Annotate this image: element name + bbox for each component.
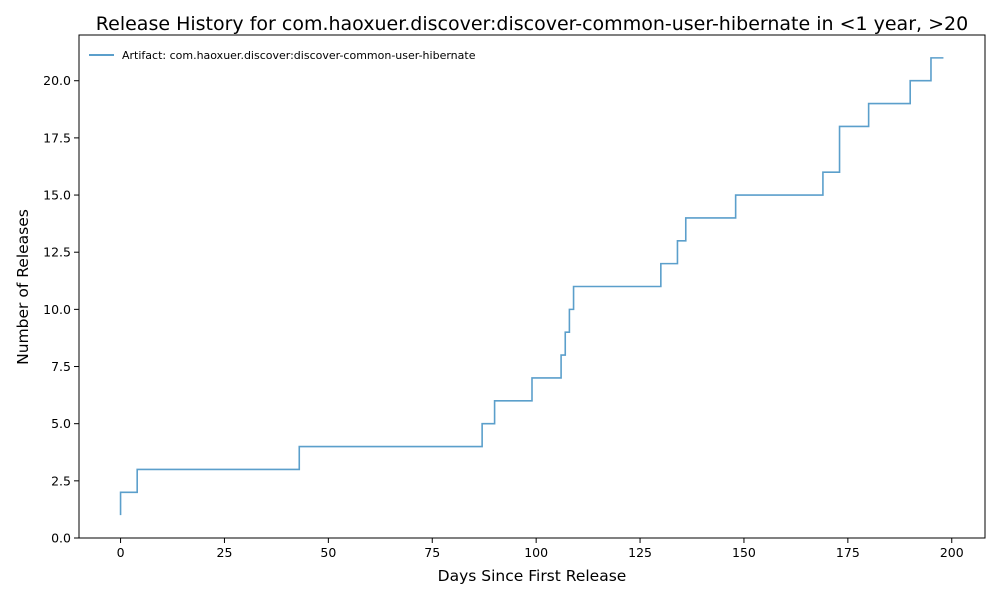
series-line-0 (119, 57, 944, 516)
x-tick-label: 25 (217, 545, 233, 560)
y-tick-label: 17.5 (43, 130, 71, 145)
chart-title: Release History for com.haoxuer.discover… (96, 13, 968, 35)
plot-frame (78, 34, 986, 539)
y-tick-label: 12.5 (43, 245, 71, 260)
x-tick-label: 100 (524, 545, 548, 560)
y-axis-label: Number of Releases (14, 209, 32, 365)
plot-area (78, 34, 986, 539)
x-tick-label: 50 (320, 545, 336, 560)
y-tick-label: 20.0 (43, 73, 71, 88)
x-tick-label: 175 (836, 545, 860, 560)
legend: Artifact: com.haoxuer.discover:discover-… (84, 41, 504, 69)
y-axis-ticks: 0.0 2.5 5.0 7.5 10.0 12.5 15.0 17.5 20.0 (43, 73, 79, 546)
x-axis-ticks: 0 25 50 75 100 125 150 175 200 (117, 538, 964, 560)
x-tick-label: 200 (940, 545, 964, 560)
y-tick-label: 10.0 (43, 302, 71, 317)
x-tick-label: 125 (628, 545, 652, 560)
y-tick-label: 5.0 (51, 416, 71, 431)
legend-box (84, 41, 504, 69)
x-tick-label: 150 (732, 545, 756, 560)
y-tick-label: 0.0 (51, 531, 71, 546)
y-tick-label: 2.5 (51, 473, 71, 488)
legend-entry-artifact: Artifact: com.haoxuer.discover:discover-… (122, 49, 476, 62)
series-layer (119, 57, 944, 516)
x-tick-label: 75 (424, 545, 440, 560)
y-tick-label: 15.0 (43, 188, 71, 203)
y-tick-label: 7.5 (51, 359, 71, 374)
x-tick-label: 0 (117, 545, 125, 560)
x-axis-label: Days Since First Release (438, 567, 627, 585)
